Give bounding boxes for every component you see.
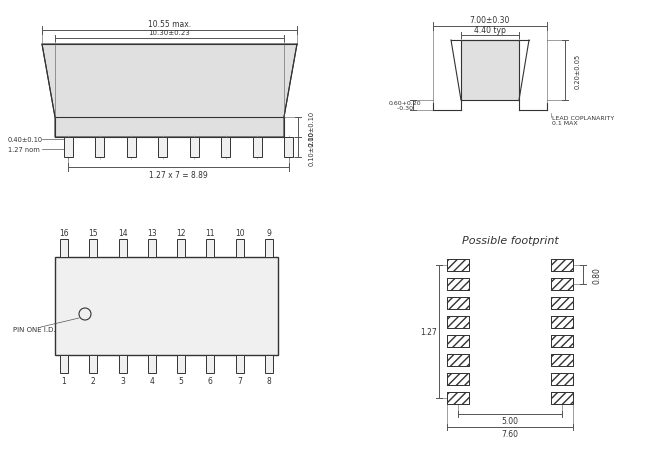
Bar	[461, 41, 519, 101]
Text: 7.60: 7.60	[501, 430, 518, 439]
Text: 5: 5	[179, 376, 183, 384]
Bar	[221, 138, 230, 157]
Text: 7.00±0.30: 7.00±0.30	[470, 15, 510, 25]
Text: 6: 6	[208, 376, 213, 384]
Bar	[447, 316, 469, 328]
Text: 0.80: 0.80	[593, 267, 602, 283]
Bar	[64, 138, 72, 157]
Text: 0.40±0.10: 0.40±0.10	[8, 136, 43, 143]
Bar	[551, 316, 573, 328]
Bar	[89, 355, 97, 373]
Bar	[447, 335, 469, 347]
Bar	[447, 373, 469, 385]
Bar	[551, 259, 573, 271]
Bar	[189, 138, 198, 157]
Text: 8: 8	[267, 376, 271, 384]
Text: 10.30±0.23: 10.30±0.23	[148, 30, 191, 36]
Text: PIN ONE I.D.: PIN ONE I.D.	[13, 326, 56, 332]
Bar	[447, 316, 469, 328]
Text: 13: 13	[147, 228, 156, 237]
Bar	[55, 258, 278, 355]
Bar	[118, 239, 127, 258]
Bar	[265, 239, 273, 258]
Text: 15: 15	[89, 228, 98, 237]
Bar	[252, 138, 261, 157]
Text: 2.00±0.10: 2.00±0.10	[309, 110, 315, 145]
Bar	[447, 335, 469, 347]
Bar	[447, 259, 469, 271]
Text: 4: 4	[149, 376, 154, 384]
Bar	[236, 355, 244, 373]
Bar	[118, 355, 127, 373]
Text: 4.40 typ: 4.40 typ	[474, 25, 506, 35]
Text: 1.27 nom: 1.27 nom	[8, 147, 40, 153]
Text: 10.55 max.: 10.55 max.	[148, 20, 191, 29]
Bar	[551, 392, 573, 404]
Text: 1.27: 1.27	[420, 327, 438, 336]
Text: 10: 10	[235, 228, 244, 237]
Bar	[265, 355, 273, 373]
Polygon shape	[42, 45, 297, 138]
Bar	[551, 278, 573, 290]
Bar	[95, 138, 104, 157]
Bar	[236, 239, 244, 258]
Bar	[447, 373, 469, 385]
Text: 14: 14	[118, 228, 127, 237]
Bar	[447, 278, 469, 290]
Text: 11: 11	[206, 228, 215, 237]
Bar	[551, 298, 573, 309]
Bar	[551, 354, 573, 366]
Text: 0.20±0.05: 0.20±0.05	[575, 53, 581, 88]
Bar	[551, 335, 573, 347]
Bar	[177, 239, 185, 258]
Bar	[551, 316, 573, 328]
Bar	[177, 355, 185, 373]
Text: 1.27 x 7 = 8.89: 1.27 x 7 = 8.89	[149, 170, 208, 179]
Bar	[447, 278, 469, 290]
Bar	[551, 298, 573, 309]
Bar	[284, 138, 293, 157]
Bar	[551, 259, 573, 271]
Text: 5.00: 5.00	[501, 417, 518, 425]
Bar	[447, 354, 469, 366]
Text: 9: 9	[267, 228, 271, 237]
Bar	[447, 298, 469, 309]
Bar	[447, 298, 469, 309]
Text: LEAD COPLANARITY
0.1 MAX: LEAD COPLANARITY 0.1 MAX	[552, 116, 614, 126]
Bar	[551, 373, 573, 385]
Text: 12: 12	[176, 228, 186, 237]
Bar	[158, 138, 167, 157]
Bar	[447, 392, 469, 404]
Bar	[206, 239, 214, 258]
Bar	[127, 138, 135, 157]
Text: 16: 16	[59, 228, 69, 237]
Text: 3: 3	[120, 376, 125, 384]
Bar	[89, 239, 97, 258]
Text: 7: 7	[237, 376, 242, 384]
Bar	[447, 392, 469, 404]
Bar	[148, 355, 156, 373]
Text: 0.10±0.10: 0.10±0.10	[309, 130, 315, 165]
Bar	[447, 259, 469, 271]
Bar	[206, 355, 214, 373]
Text: 2: 2	[91, 376, 96, 384]
Bar	[551, 373, 573, 385]
Bar	[551, 335, 573, 347]
Text: 0.60+0.20
    -0.30: 0.60+0.20 -0.30	[389, 101, 422, 111]
Bar	[551, 392, 573, 404]
Bar	[551, 354, 573, 366]
Text: Possible footprint: Possible footprint	[462, 236, 558, 245]
Bar	[148, 239, 156, 258]
Bar	[60, 355, 68, 373]
Text: 1: 1	[62, 376, 66, 384]
Bar	[551, 278, 573, 290]
Bar	[447, 354, 469, 366]
Bar	[60, 239, 68, 258]
